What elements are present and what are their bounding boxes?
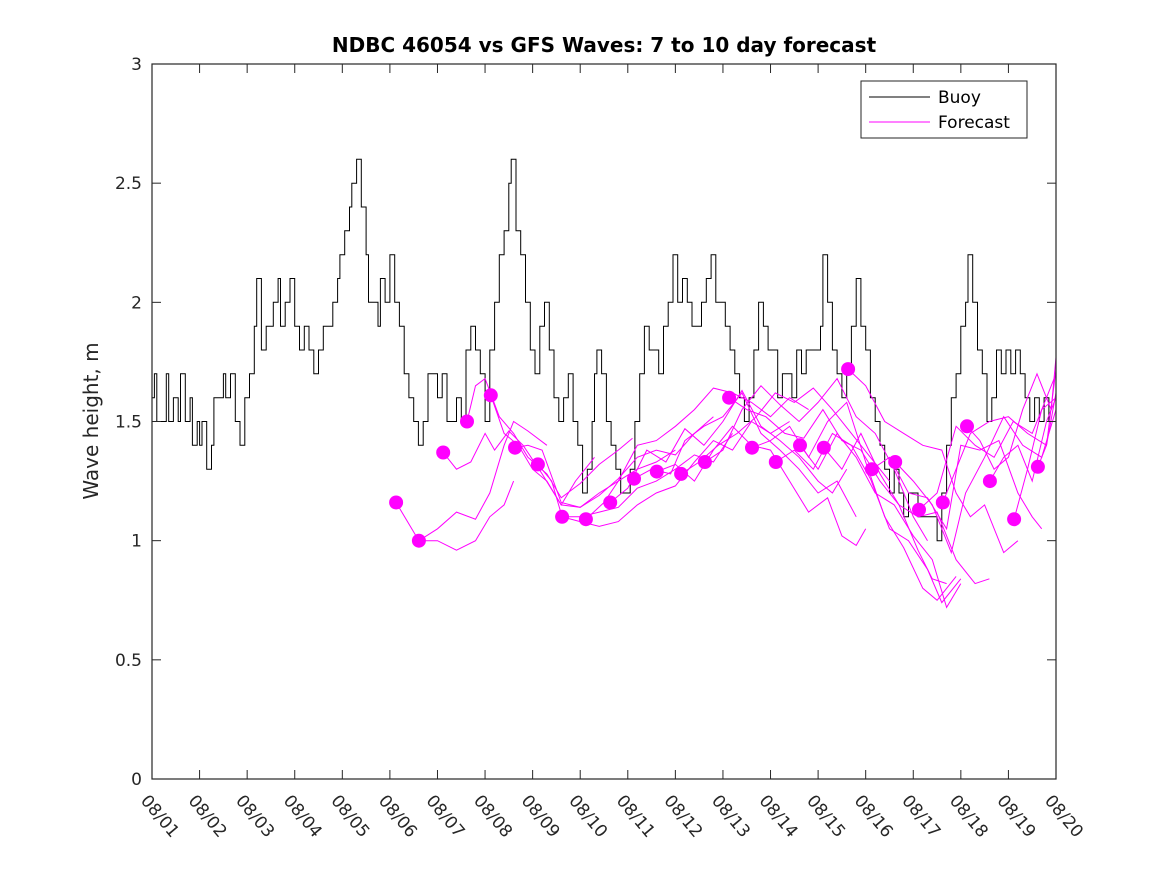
forecast-line-25 (989, 397, 1057, 483)
forecast-line-10 (633, 391, 857, 518)
forecast-line-11 (656, 425, 867, 547)
y-tick-label: 2 (131, 293, 142, 313)
forecast-marker-21 (888, 455, 903, 469)
forecast-marker-19 (841, 362, 856, 377)
y-tick-label: 1 (131, 532, 142, 552)
forecast-marker-25 (982, 474, 997, 489)
forecast-line-20 (871, 439, 1043, 531)
forecast-marker-26 (1007, 512, 1022, 527)
forecast-line-1 (418, 420, 548, 542)
legend-box (860, 80, 1028, 139)
y-tick-label: 0.5 (115, 651, 142, 671)
forecast-marker-8 (578, 512, 593, 527)
forecast-marker-1 (411, 533, 426, 548)
buoy-line (152, 158, 1057, 542)
forecast-marker-27 (1030, 459, 1045, 474)
chart-title: NDBC 46054 vs GFS Waves: 7 to 10 day for… (332, 33, 877, 57)
forecast-marker-24 (960, 419, 974, 434)
forecast-marker-20 (864, 462, 879, 477)
legend-label-forecast: Forecast (938, 113, 1010, 133)
forecast-marker-3 (460, 414, 474, 429)
legend-label-buoy: Buoy (938, 88, 981, 108)
forecast-line-14 (728, 397, 947, 585)
forecast-marker-15 (745, 440, 759, 455)
forecast-line-18 (823, 432, 990, 585)
y-axis-label: Wave height, m (79, 342, 103, 499)
forecast-marker-11 (649, 464, 664, 479)
forecast-marker-17 (793, 438, 807, 453)
y-tick-label: 2.5 (115, 174, 142, 194)
y-tick-label: 0 (131, 770, 142, 790)
forecast-line-9 (609, 389, 848, 503)
forecast-marker-22 (912, 502, 926, 517)
forecast-line-16 (775, 432, 962, 604)
forecast-marker-5 (508, 440, 522, 455)
forecast-line-8 (585, 387, 809, 520)
forecast-marker-9 (603, 495, 618, 510)
y-tick-label: 1.5 (115, 413, 142, 433)
forecast-line-5 (514, 416, 714, 508)
plot-area (152, 64, 1056, 779)
forecast-marker-18 (816, 440, 831, 455)
forecast-marker-6 (530, 457, 545, 472)
forecast-marker-14 (722, 390, 737, 405)
forecast-line-15 (751, 401, 957, 602)
forecast-marker-7 (555, 509, 570, 524)
forecast-marker-2 (436, 445, 451, 460)
forecast-marker-13 (697, 455, 712, 469)
legend: Buoy Forecast (860, 80, 1028, 139)
forecast-marker-0 (389, 495, 404, 510)
forecast-line-19 (847, 368, 1019, 554)
series-layer (152, 158, 1057, 609)
forecast-marker-23 (935, 495, 950, 510)
y-tick-label: 3 (131, 55, 142, 75)
forecast-line-12 (680, 387, 890, 482)
forecast-line-13 (704, 377, 928, 541)
forecast-marker-12 (674, 466, 689, 481)
forecast-marker-10 (627, 471, 641, 486)
forecast-marker-16 (768, 455, 783, 469)
forecast-line-2 (442, 430, 595, 506)
forecast-line-27 (1037, 369, 1057, 467)
forecast-line-23 (942, 392, 1057, 503)
forecast-line-26 (1013, 397, 1057, 520)
forecast-marker-4 (483, 388, 498, 403)
y-axis: 0 0.5 1 1.5 2 2.5 3 (115, 55, 1056, 790)
